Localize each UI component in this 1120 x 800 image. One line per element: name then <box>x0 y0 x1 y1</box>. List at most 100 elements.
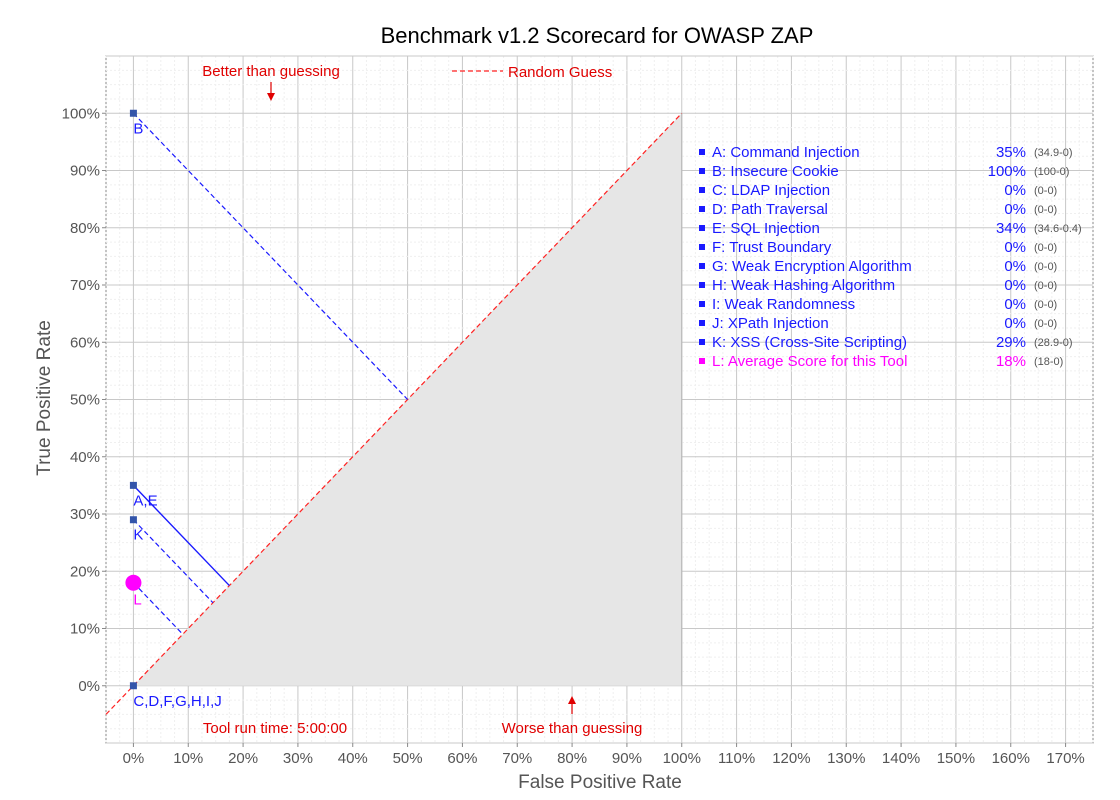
legend-score: 35% <box>996 144 1026 161</box>
legend-item: D: Path Traversal 0% (0-0) <box>699 201 1057 218</box>
legend-text: F: Trust Boundary <box>712 239 832 256</box>
legend-item: L: Average Score for this Tool 18% (18-0) <box>699 353 1063 370</box>
y-tick-label: 60% <box>70 334 100 351</box>
legend-text: H: Weak Hashing Algorithm <box>712 277 895 294</box>
point-ae <box>129 481 137 489</box>
y-tick-label: 30% <box>70 506 100 523</box>
legend-detail: (100-0) <box>1034 166 1069 178</box>
legend-text: L: Average Score for this Tool <box>712 353 907 370</box>
x-tick-label: 20% <box>228 750 258 767</box>
legend-item: G: Weak Encryption Algorithm 0% (0-0) <box>699 258 1057 275</box>
point-k <box>129 516 137 524</box>
legend-item: K: XSS (Cross-Site Scripting) 29% (28.9-0) <box>699 334 1073 351</box>
legend-text: J: XPath Injection <box>712 315 829 332</box>
x-tick-label: 80% <box>557 750 587 767</box>
legend-detail: (28.9-0) <box>1034 337 1073 349</box>
legend-detail: (0-0) <box>1034 242 1057 254</box>
legend-text: C: LDAP Injection <box>712 182 830 199</box>
legend-item: I: Weak Randomness 0% (0-0) <box>699 296 1057 313</box>
y-tick-label: 80% <box>70 220 100 237</box>
legend-marker <box>699 282 705 288</box>
legend-score: 0% <box>1004 296 1026 313</box>
x-tick-label: 100% <box>663 750 701 767</box>
legend-item: F: Trust Boundary 0% (0-0) <box>699 239 1057 256</box>
point-label-b: B <box>133 120 143 137</box>
x-tick-label: 160% <box>992 750 1030 767</box>
projection-line-l <box>132 582 184 635</box>
x-tick-label: 140% <box>882 750 920 767</box>
legend-detail: (0-0) <box>1034 299 1057 311</box>
x-tick-label: 170% <box>1046 750 1084 767</box>
point-label-l: L <box>133 592 141 609</box>
better-than-guessing-label: Better than guessing <box>202 63 340 80</box>
legend-marker <box>699 339 705 345</box>
point-label-cdfghij: C,D,F,G,H,I,J <box>133 693 221 710</box>
projection-line-ae <box>132 484 230 587</box>
y-tick-label: 40% <box>70 449 100 466</box>
legend-text: B: Insecure Cookie <box>712 163 839 180</box>
legend-score: 0% <box>1004 315 1026 332</box>
better-arrow-head <box>267 93 275 101</box>
legend-text: K: XSS (Cross-Site Scripting) <box>712 334 907 351</box>
legend-score: 29% <box>996 334 1026 351</box>
y-axis-label: True Positive Rate <box>34 320 55 476</box>
chart-title: Benchmark v1.2 Scorecard for OWASP ZAP <box>381 23 814 48</box>
y-tick-label: 100% <box>62 105 100 122</box>
legend-text: D: Path Traversal <box>712 201 828 218</box>
y-tick-label: 50% <box>70 392 100 409</box>
legend-item: J: XPath Injection 0% (0-0) <box>699 315 1057 332</box>
point-cdfghij <box>129 682 137 690</box>
x-tick-label: 40% <box>338 750 368 767</box>
legend: A: Command Injection 35% (34.9-0) B: Insecu… <box>699 144 1082 370</box>
x-axis-label: False Positive Rate <box>518 772 682 793</box>
worse-arrow-head <box>568 696 576 704</box>
x-tick-label: 130% <box>827 750 865 767</box>
x-tick-label: 60% <box>447 750 477 767</box>
x-tick-label: 50% <box>393 750 423 767</box>
y-tick-label: 20% <box>70 563 100 580</box>
legend-item: A: Command Injection 35% (34.9-0) <box>699 144 1073 161</box>
legend-marker <box>699 263 705 269</box>
random-guess-line <box>105 112 683 715</box>
projection-line-k <box>132 519 214 604</box>
x-tick-label: 10% <box>173 750 203 767</box>
legend-item: C: LDAP Injection 0% (0-0) <box>699 182 1057 199</box>
legend-text: E: SQL Injection <box>712 220 820 237</box>
y-tick-label: 0% <box>78 678 100 695</box>
point-label-ae: A,E <box>133 492 157 509</box>
legend-score: 0% <box>1004 277 1026 294</box>
legend-score: 100% <box>988 163 1026 180</box>
legend-score: 0% <box>1004 201 1026 218</box>
legend-marker <box>699 320 705 326</box>
legend-detail: (0-0) <box>1034 318 1057 330</box>
random-guess-key-label: Random Guess <box>508 64 612 81</box>
legend-detail: (0-0) <box>1034 280 1057 292</box>
point-label-k: K <box>133 527 143 544</box>
point-average <box>125 574 142 591</box>
legend-marker <box>699 168 705 174</box>
legend-text: I: Weak Randomness <box>712 296 855 313</box>
x-tick-label: 0% <box>123 750 145 767</box>
x-tick-label: 110% <box>718 750 755 767</box>
legend-marker <box>699 244 705 250</box>
legend-score: 0% <box>1004 182 1026 199</box>
y-tick-label: 10% <box>70 621 100 638</box>
x-tick-label: 30% <box>283 750 313 767</box>
legend-detail: (0-0) <box>1034 204 1057 216</box>
legend-item: B: Insecure Cookie 100% (100-0) <box>699 163 1069 180</box>
worse-than-guessing-label: Worse than guessing <box>502 720 643 737</box>
legend-score: 0% <box>1004 239 1026 256</box>
worse-region <box>133 113 682 686</box>
legend-marker <box>699 225 705 231</box>
legend-score: 0% <box>1004 258 1026 275</box>
legend-detail: (34.6-0.4) <box>1034 223 1082 235</box>
x-tick-label: 70% <box>502 750 532 767</box>
y-tick-label: 70% <box>70 277 100 294</box>
legend-marker <box>699 187 705 193</box>
legend-item: E: SQL Injection 34% (34.6-0.4) <box>699 220 1082 237</box>
x-tick-label: 90% <box>612 750 642 767</box>
legend-marker <box>699 149 705 155</box>
legend-text: G: Weak Encryption Algorithm <box>712 258 912 275</box>
legend-item: H: Weak Hashing Algorithm 0% (0-0) <box>699 277 1057 294</box>
